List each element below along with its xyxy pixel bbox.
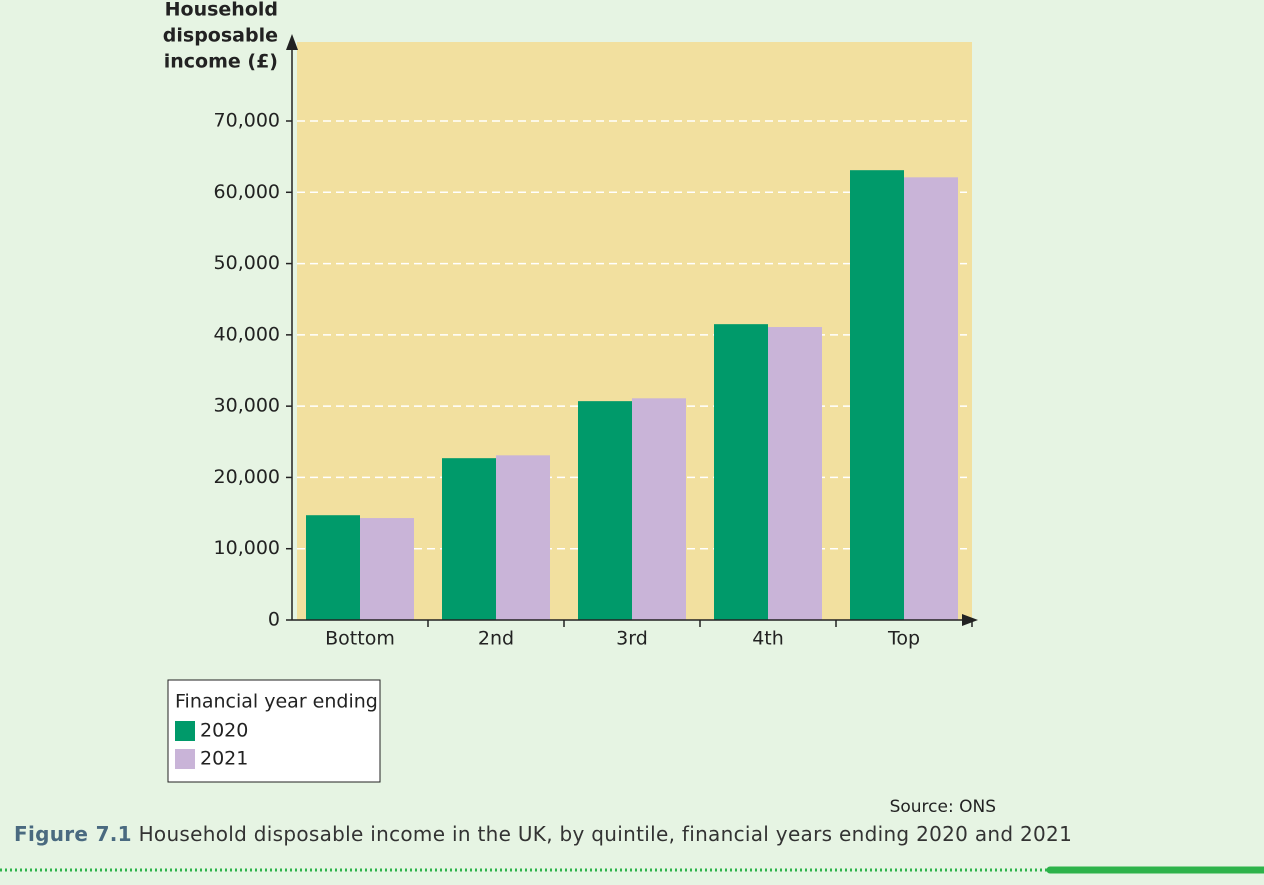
x-tick-label: 4th [752, 628, 784, 650]
legend-swatch [175, 749, 195, 769]
x-tick-label: 3rd [616, 628, 648, 650]
legend-box [167, 679, 381, 783]
caption-text: Household disposable income in the UK, b… [138, 822, 1073, 846]
y-tick-label: 70,000 [214, 110, 280, 132]
legend-swatch [175, 721, 195, 741]
legend-label: 2020 [200, 720, 248, 742]
source: Source: ONS [890, 797, 996, 817]
bar [714, 324, 768, 620]
x-arrow [962, 614, 978, 626]
y-tick-label: 0 [268, 609, 280, 631]
y-label: disposable [163, 25, 278, 47]
bar [578, 401, 632, 620]
y-tick-label: 30,000 [214, 395, 280, 417]
bar [442, 458, 496, 620]
y-tick-label: 60,000 [214, 181, 280, 203]
legend-title: Financial year ending [175, 691, 378, 713]
bar [768, 327, 822, 620]
y-tick-label: 10,000 [214, 537, 280, 559]
x-tick-label: Top [887, 628, 920, 650]
bar [306, 515, 360, 620]
legend-label: 2021 [200, 748, 248, 770]
y-label: Household [165, 0, 278, 21]
y-label: income (£) [164, 51, 278, 73]
x-tick-label: Bottom [325, 628, 395, 650]
y-tick-label: 20,000 [214, 466, 280, 488]
y-tick-label: 40,000 [214, 323, 280, 345]
bar [632, 398, 686, 620]
x-tick-label: 2nd [478, 628, 514, 650]
y-tick-label: 50,000 [214, 252, 280, 274]
bar [904, 177, 958, 620]
y-arrow [286, 34, 298, 50]
caption: Figure 7.1 Household disposable income i… [14, 822, 1072, 846]
bar [850, 170, 904, 621]
bar [360, 518, 414, 620]
bar [496, 455, 550, 620]
figure-label: Figure 7.1 [14, 822, 132, 846]
